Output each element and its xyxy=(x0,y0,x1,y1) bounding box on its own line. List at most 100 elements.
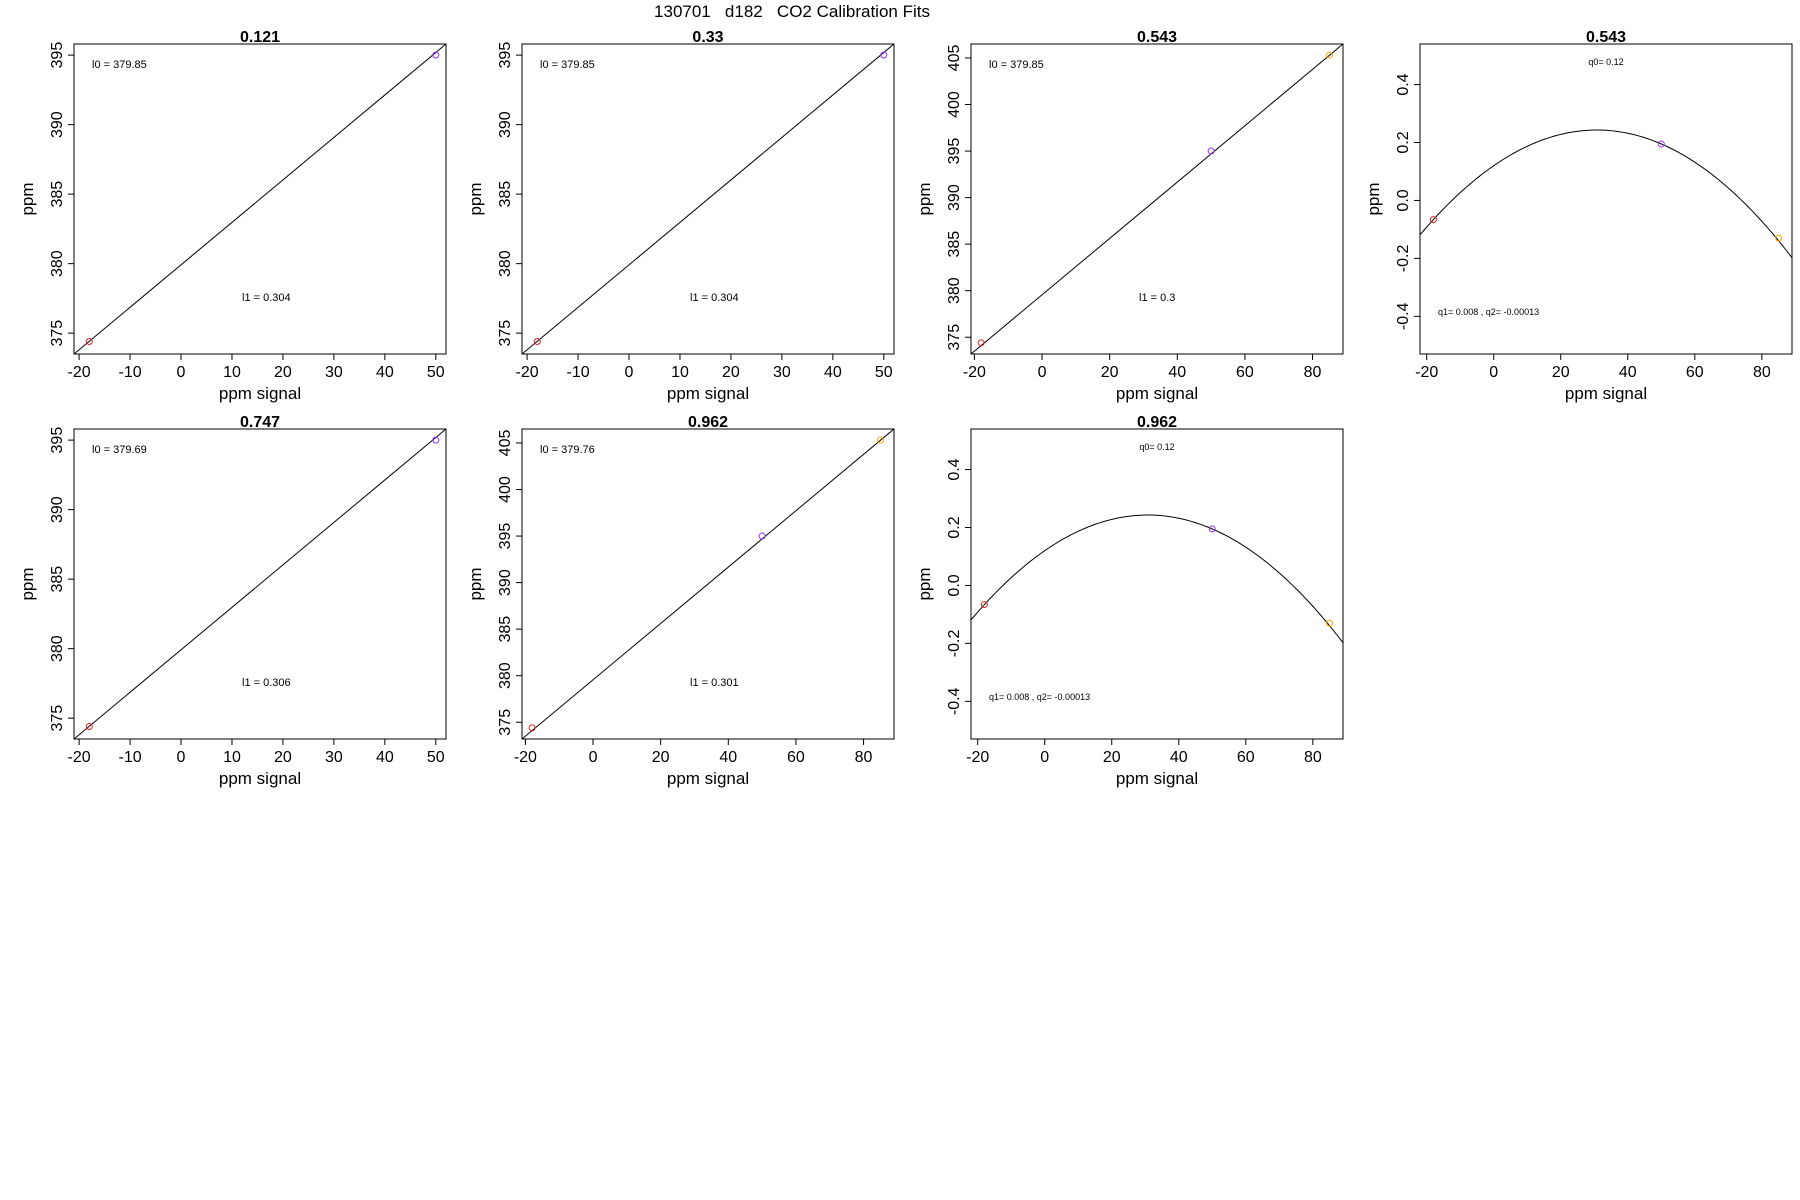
y-tick-label: 395 xyxy=(497,523,514,550)
fit-line xyxy=(971,44,1343,354)
x-tick-label: 20 xyxy=(274,364,292,381)
x-tick-label: 40 xyxy=(1168,364,1186,381)
x-axis-label: ppm signal xyxy=(667,769,749,788)
data-point-purple xyxy=(1208,525,1216,533)
x-tick-label: 80 xyxy=(1753,364,1771,381)
x-axis-label: ppm signal xyxy=(667,384,749,403)
x-tick-label: 20 xyxy=(652,749,670,766)
x-tick-label: 20 xyxy=(722,364,740,381)
y-tick-label: -0.4 xyxy=(946,687,963,715)
x-tick-label: -10 xyxy=(566,364,589,381)
y-tick-label: 0.2 xyxy=(1395,131,1412,153)
data-point-purple xyxy=(432,51,440,59)
data-point-red xyxy=(1429,216,1437,224)
chart-panel-6: 0.962 -20 0 20 40 60 80 375 380 385 390 395 400 405 pp… xyxy=(466,414,895,788)
y-tick-label: 390 xyxy=(497,111,514,138)
x-tick-label: -10 xyxy=(118,749,141,766)
x-tick-label: 50 xyxy=(875,364,893,381)
x-axis-label: ppm signal xyxy=(1116,384,1198,403)
plot-frame xyxy=(970,43,1344,355)
chart-panel-3: 0.543 -20 0 20 40 60 80 375 380 385 390 395 400 405 pp… xyxy=(915,29,1344,403)
fit-line xyxy=(74,429,446,739)
annotation-q0: q0= 0.12 xyxy=(1139,442,1174,452)
y-tick-label: 380 xyxy=(497,250,514,277)
y-tick-label: 0.0 xyxy=(946,574,963,596)
fit-curve xyxy=(971,514,1343,644)
x-tick-label: -20 xyxy=(516,364,539,381)
y-tick-label: 405 xyxy=(946,45,963,72)
annotation-q0: q0= 0.12 xyxy=(1588,57,1623,67)
y-tick-label: 390 xyxy=(497,569,514,596)
x-tick-label: 40 xyxy=(376,749,394,766)
x-tick-label: 20 xyxy=(1103,749,1121,766)
data-point-red xyxy=(977,339,985,347)
data-point-red xyxy=(980,601,988,609)
data-point-red xyxy=(528,724,536,732)
plot-area xyxy=(522,44,894,354)
x-tick-label: 0 xyxy=(625,364,634,381)
x-tick-label: 0 xyxy=(177,749,186,766)
chart-panel-1: 0.121 -20 -10 0 10 20 30 40 50 375 380 385 390 395 ppm… xyxy=(18,29,447,403)
y-tick-label: 405 xyxy=(497,430,514,457)
data-point-purple xyxy=(758,532,766,540)
data-point-red xyxy=(533,337,541,345)
annotation-l1: l1 = 0.3 xyxy=(1139,292,1175,304)
y-tick-label: 380 xyxy=(946,277,963,304)
x-tick-label: 80 xyxy=(1304,749,1322,766)
annotation-l0: l0 = 379.69 xyxy=(92,444,147,456)
x-axis-label: ppm signal xyxy=(219,769,301,788)
page-title: 130701 d182 CO2 Calibration Fits xyxy=(654,2,930,21)
chart-panel-2: 0.33 -20 -10 0 10 20 30 40 50 375 380 385 390 395 ppm … xyxy=(466,29,895,403)
x-tick-label: 10 xyxy=(671,364,689,381)
x-tick-label: 80 xyxy=(1304,364,1322,381)
x-tick-label: 30 xyxy=(773,364,791,381)
x-tick-label: 40 xyxy=(719,749,737,766)
y-axis-label: ppm xyxy=(466,182,485,215)
data-point-orange xyxy=(1326,619,1334,627)
x-tick-label: 40 xyxy=(1170,749,1188,766)
chart-title: 0.33 xyxy=(692,29,723,46)
chart-panel-7: 0.962 -20 0 20 40 60 80 -0.4 -0.2 0.0 0.2 0.4 ppm si… xyxy=(915,414,1344,788)
x-tick-label: 30 xyxy=(325,364,343,381)
x-tick-label: 50 xyxy=(427,749,445,766)
chart-panel-4: 0.543 -20 0 20 40 60 80 -0.4 -0.2 0.0 0.2 0.4 ppm si… xyxy=(1364,29,1793,403)
x-tick-label: 80 xyxy=(855,749,873,766)
fit-line xyxy=(74,44,446,354)
x-tick-label: -20 xyxy=(514,749,537,766)
y-tick-label: 385 xyxy=(497,181,514,208)
x-tick-label: 10 xyxy=(223,364,241,381)
y-tick-label: 385 xyxy=(946,231,963,258)
x-tick-label: 60 xyxy=(1236,364,1254,381)
chart-title: 0.962 xyxy=(1137,414,1177,431)
y-axis-label: ppm xyxy=(915,182,934,215)
plot-frame xyxy=(521,43,895,355)
x-tick-label: 20 xyxy=(1552,364,1570,381)
plot-area xyxy=(74,429,446,739)
annotation-l0: l0 = 379.76 xyxy=(540,444,595,456)
x-tick-label: 0 xyxy=(1038,364,1047,381)
x-tick-label: -20 xyxy=(1415,364,1438,381)
y-tick-label: 0.4 xyxy=(946,458,963,480)
x-tick-label: 30 xyxy=(325,749,343,766)
x-tick-label: 60 xyxy=(787,749,805,766)
x-tick-label: -20 xyxy=(966,749,989,766)
y-tick-label: 375 xyxy=(497,709,514,736)
annotation-l0: l0 = 379.85 xyxy=(989,59,1044,71)
y-tick-label: 395 xyxy=(49,427,66,454)
y-tick-label: 395 xyxy=(946,138,963,165)
y-tick-label: 395 xyxy=(49,42,66,69)
y-tick-label: -0.2 xyxy=(1395,245,1412,273)
y-tick-label: -0.2 xyxy=(946,630,963,658)
y-tick-label: 400 xyxy=(946,91,963,118)
y-tick-label: 380 xyxy=(497,662,514,689)
plot-frame xyxy=(73,428,447,740)
x-tick-label: 10 xyxy=(223,749,241,766)
x-tick-label: -20 xyxy=(963,364,986,381)
data-point-purple xyxy=(1207,147,1215,155)
x-tick-label: 20 xyxy=(274,749,292,766)
x-tick-label: 0 xyxy=(589,749,598,766)
plot-area xyxy=(522,429,894,739)
x-tick-label: 20 xyxy=(1101,364,1119,381)
y-axis-label: ppm xyxy=(1364,182,1383,215)
data-point-red xyxy=(85,722,93,730)
